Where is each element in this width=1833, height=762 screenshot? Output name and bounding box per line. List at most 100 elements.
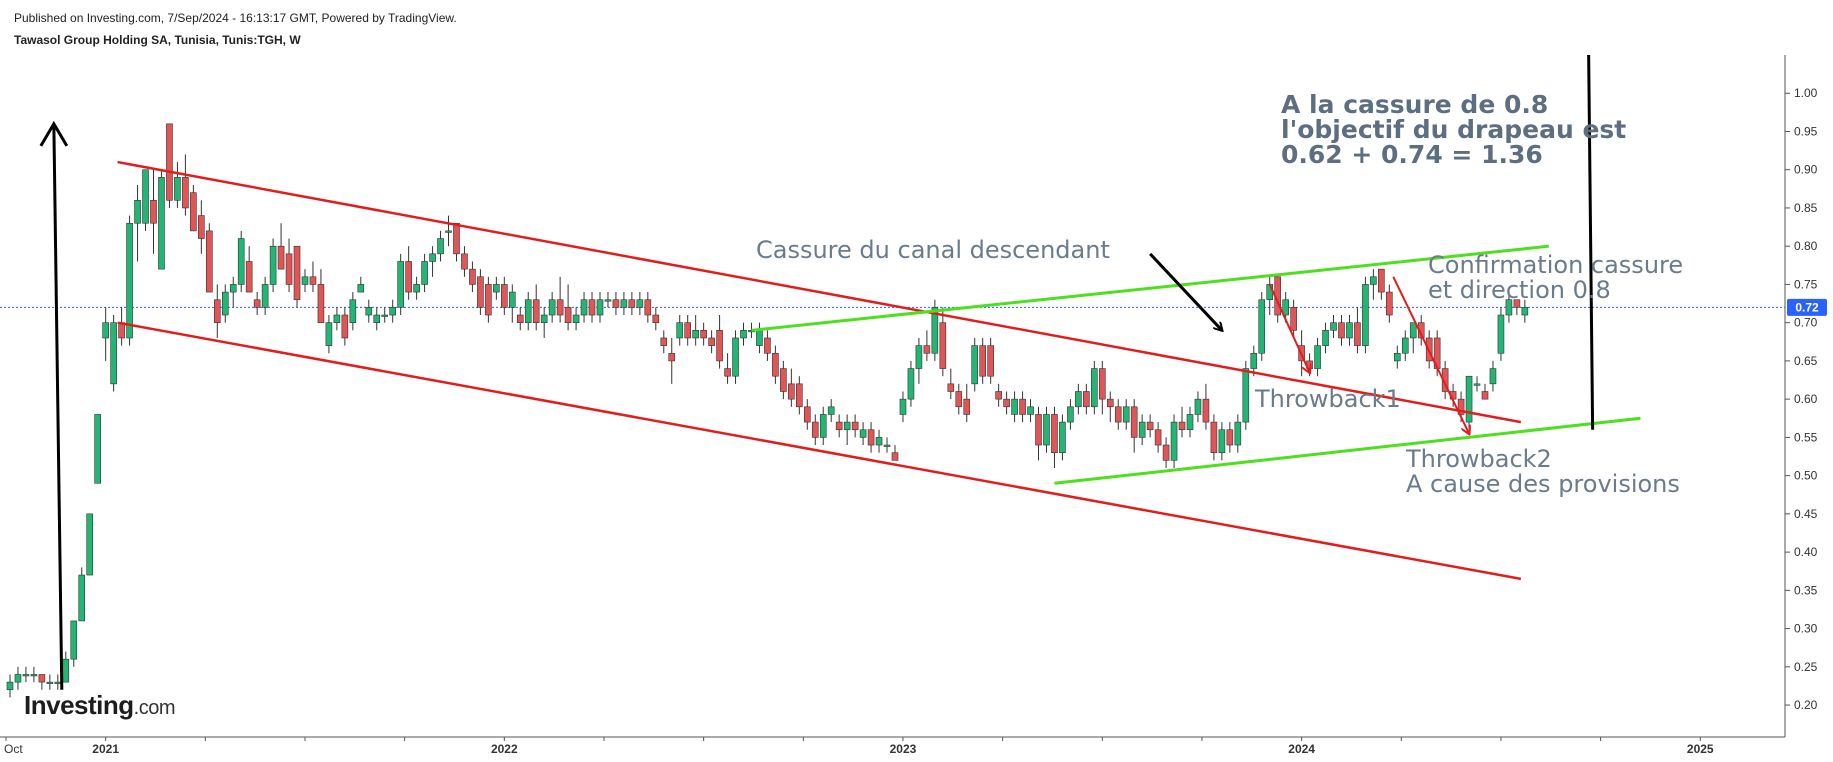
candle-body-up: [1465, 375, 1473, 423]
candle-body-down: [1114, 406, 1122, 423]
throwback1-label: Throwback1: [1254, 385, 1401, 413]
candle: [46, 674, 54, 690]
candle: [915, 337, 923, 384]
candle-body-down: [995, 391, 1002, 400]
annotations: A la cassure de 0.8 l'objectif du drapea…: [756, 90, 1683, 498]
objective-line1: A la cassure de 0.8: [1281, 90, 1548, 119]
candle-body-down: [1354, 322, 1361, 346]
candle-body-down: [501, 284, 508, 308]
trend-drawings: [39, 54, 1641, 690]
candle: [1386, 284, 1393, 323]
candle: [516, 307, 524, 331]
candle: [413, 276, 420, 300]
candle-body-up: [1194, 398, 1202, 415]
candle-body-down: [803, 406, 811, 423]
candle-body-down: [612, 299, 620, 308]
candle-body-up: [1059, 421, 1066, 453]
candle: [1059, 414, 1066, 461]
candle-body-up: [1011, 398, 1018, 415]
candle-body-up: [931, 307, 939, 354]
candle: [245, 246, 253, 293]
candle: [86, 513, 94, 576]
black-arrow-diag-line: [1149, 252, 1222, 330]
candle: [788, 368, 795, 407]
candle-body-up: [899, 398, 907, 415]
candle: [477, 269, 484, 316]
candle: [1122, 399, 1130, 430]
candle: [572, 307, 580, 331]
candle: [277, 223, 285, 270]
candle-body-down: [963, 398, 971, 415]
candle: [1250, 345, 1258, 377]
candle-body-up: [1122, 406, 1130, 423]
y-tick-label: 0.90: [1794, 163, 1818, 177]
y-tick-label: 0.25: [1794, 660, 1818, 674]
candle-body-up: [1027, 406, 1034, 415]
candle: [1218, 422, 1226, 461]
candle-body-up: [493, 284, 500, 293]
candle-body-up: [1138, 421, 1146, 438]
candle: [158, 169, 165, 270]
candle-body-up: [1409, 322, 1417, 339]
candle: [540, 307, 548, 338]
candle: [676, 315, 684, 346]
candle-body-down: [780, 368, 787, 392]
candle-body-up: [1330, 322, 1337, 331]
candle-body-down: [516, 314, 524, 323]
candle: [22, 666, 30, 683]
candle-body-up: [1075, 391, 1082, 408]
candle: [1114, 399, 1122, 430]
candle-body-up: [620, 299, 628, 308]
candle-body-down: [453, 222, 460, 255]
candle-body-up: [445, 230, 452, 233]
candle-body-up: [1218, 429, 1226, 453]
candle-body-up: [1505, 299, 1513, 316]
candle: [269, 238, 277, 293]
candle-body-up: [429, 253, 436, 262]
candle: [261, 276, 269, 316]
candle: [1027, 399, 1034, 423]
candle-body-up: [142, 169, 149, 224]
y-tick-label: 0.45: [1794, 507, 1818, 521]
y-tick-label: 0.70: [1794, 316, 1818, 330]
confirmation-line1: Confirmation cassure: [1428, 251, 1683, 279]
candle-body-up: [86, 513, 94, 576]
candle: [1162, 437, 1170, 468]
candle-body-down: [206, 230, 213, 293]
candle-body-up: [70, 620, 78, 660]
candle-body-down: [293, 245, 301, 301]
candle: [947, 368, 955, 400]
candles: [6, 123, 1529, 698]
candle: [485, 276, 492, 323]
candle-body-down: [190, 192, 197, 232]
candle: [150, 169, 157, 254]
candle: [94, 414, 101, 484]
candle: [1035, 406, 1042, 461]
objective-line3: 0.62 + 0.74 = 1.36: [1281, 140, 1543, 169]
candle-body-down: [1003, 398, 1010, 408]
candle: [732, 330, 739, 384]
candle-body-up: [1473, 383, 1481, 386]
x-tick-label: 2024: [1288, 742, 1315, 756]
candle-body-up: [875, 437, 883, 446]
candle-body-down: [1162, 444, 1170, 461]
candle: [875, 429, 883, 453]
x-tick-label: 2021: [92, 742, 119, 756]
candle: [1393, 345, 1401, 369]
candle-body-up: [740, 330, 747, 339]
candle: [453, 222, 460, 262]
candle: [1362, 276, 1369, 354]
candle: [724, 353, 731, 384]
candle-body-down: [477, 276, 484, 308]
black-arrow-up-line: [52, 123, 64, 690]
candle: [780, 360, 787, 400]
candle-body-down: [700, 330, 707, 339]
candle-body-up: [261, 284, 269, 308]
candle: [333, 307, 341, 331]
red-arrow-2-line: [1392, 276, 1469, 434]
candle-body-down: [469, 268, 476, 285]
candle-body-up: [915, 345, 923, 369]
throwback2-label: Throwback2: [1405, 445, 1552, 473]
logo-suffix: .com: [133, 697, 176, 719]
candle: [1178, 406, 1186, 438]
